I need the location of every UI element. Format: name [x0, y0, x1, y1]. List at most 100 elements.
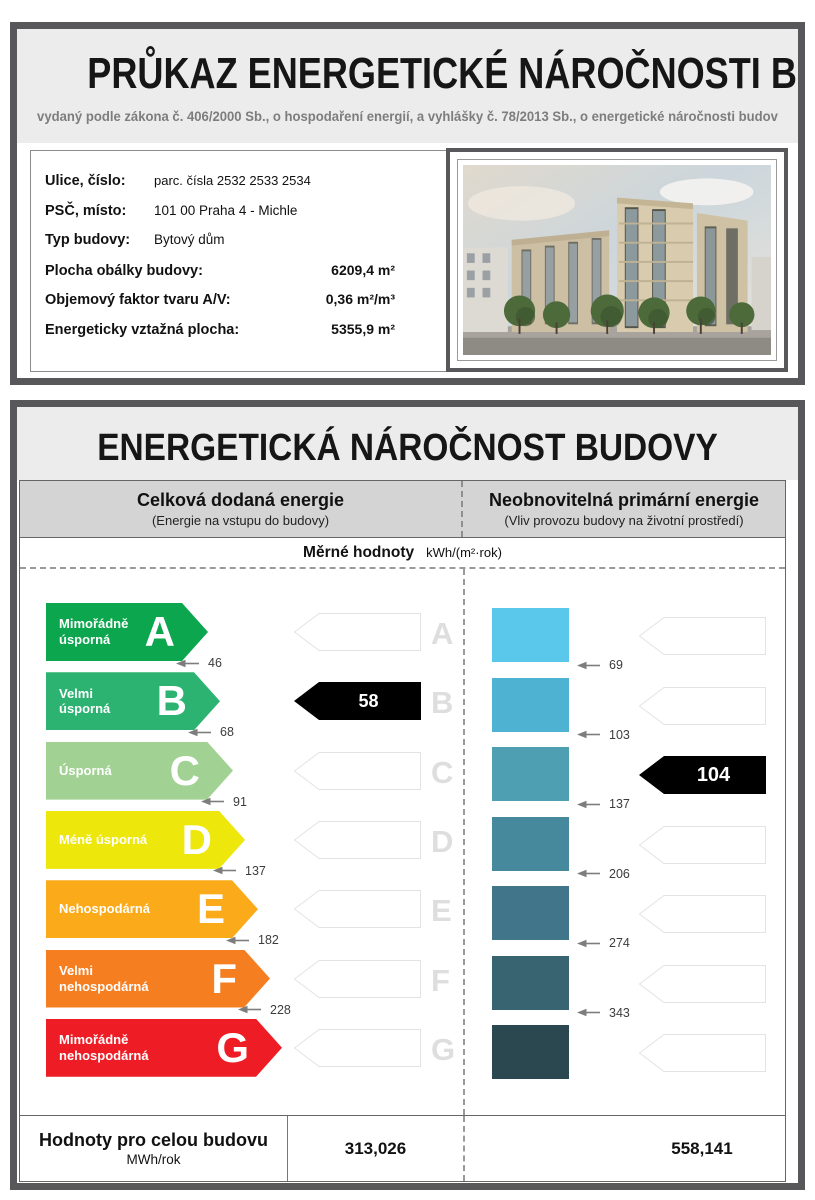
scale-letter-E: E — [431, 893, 452, 929]
scale-letter-G: G — [431, 1031, 456, 1067]
threshold-arrow-icon — [213, 867, 236, 875]
totals-label-cell: Hodnoty pro celou budovu MWh/rok — [20, 1116, 288, 1181]
primary-energy-bar-B — [492, 677, 569, 732]
primary-energy-bar-G — [492, 1025, 569, 1079]
threshold-value: 103 — [609, 727, 630, 742]
certificate-header-box: PRŮKAZ ENERGETICKÉ NÁROČNOSTI BUDOVY vyd… — [10, 22, 805, 385]
column-subtitle: (Vliv provozu budovy na životní prostřed… — [504, 513, 744, 528]
delivered-threshold-68: 68 — [188, 725, 234, 739]
info-label: Objemový faktor tvaru A/V: — [45, 292, 231, 308]
column-subtitle: (Energie na vstupu do budovy) — [151, 513, 330, 528]
scale-letter-F: F — [431, 962, 450, 998]
page-title: PRŮKAZ ENERGETICKÉ NÁROČNOSTI BUDOVY — [87, 49, 798, 98]
class-letter: E — [196, 885, 225, 933]
delivered-slot-F — [293, 959, 421, 998]
delivered-threshold-228: 228 — [238, 1003, 291, 1017]
primary-slot-F — [638, 964, 766, 1003]
scale-letter-A: A — [431, 616, 454, 651]
energy-performance-box: ENERGETICKÁ NÁROČNOST BUDOVY Celková dod… — [10, 400, 805, 1190]
energy-table-header: Celková dodaná energie (Energie na vstup… — [20, 481, 785, 538]
class-name-label: Velmi úsporná — [59, 685, 111, 717]
threshold-value: 274 — [609, 936, 630, 950]
primary-energy-bar-D — [492, 816, 569, 871]
delivered-slot-G — [293, 1028, 421, 1067]
energy-class-arrow-C: Úsporná C — [46, 742, 233, 800]
threshold-arrow-icon — [226, 936, 249, 944]
delivered-slot-A — [293, 613, 421, 651]
info-label: PSČ, místo: — [45, 202, 127, 219]
primary-threshold-137: 137 — [577, 797, 630, 811]
units-label: Měrné hodnoty — [303, 543, 415, 561]
threshold-value: 68 — [220, 725, 234, 740]
threshold-arrow-icon — [577, 1008, 600, 1017]
primary-threshold-206: 206 — [577, 867, 630, 881]
info-row-type: Typ budovy: Bytový dům — [45, 232, 439, 262]
indicator-arrow — [639, 756, 766, 794]
class-letter: F — [211, 954, 237, 1002]
indicator-arrow — [294, 682, 421, 721]
units-row: Měrné hodnoty kWh/(m²·rok) — [20, 538, 785, 569]
energy-class-arrow-D: Méně úsporná D — [46, 811, 245, 869]
building-photo-illustration — [463, 165, 771, 355]
indicator-slot-arrow — [293, 820, 421, 859]
delivered-slot-D — [293, 820, 421, 859]
primary-slot-D — [638, 825, 766, 864]
info-row-street: Ulice, číslo: parc. čísla 2532 2533 2534 — [45, 173, 439, 203]
delivered-energy-indicator: 58 — [294, 682, 421, 721]
totals-delivered-value: 313,026 — [344, 1138, 407, 1158]
energy-table: Celková dodaná energie (Energie na vstup… — [19, 480, 786, 1182]
threshold-arrow-icon — [577, 800, 600, 808]
primary-energy-bar-A — [492, 608, 569, 662]
primary-threshold-69: 69 — [577, 658, 623, 672]
indicator-slot-arrow — [293, 1028, 421, 1067]
threshold-arrow-icon — [577, 869, 600, 878]
energy-class-arrow-E: Nehospodárná E — [46, 880, 258, 938]
threshold-value: 343 — [609, 1005, 630, 1020]
indicator-slot-arrow — [293, 959, 421, 998]
class-letter: G — [216, 1023, 249, 1071]
threshold-value: 69 — [609, 658, 623, 672]
primary-slot-A — [638, 617, 766, 655]
delivered-threshold-182: 182 — [226, 933, 279, 947]
primary-slot-G — [638, 1034, 766, 1072]
info-value: 101 00 Praha 4 - Michle — [154, 202, 298, 218]
class-name-label: Úsporná — [59, 762, 112, 778]
delivered-slot-E — [293, 890, 421, 929]
delivered-slot-C — [293, 751, 421, 790]
info-value: Bytový dům — [154, 232, 225, 247]
certificate-header: PRŮKAZ ENERGETICKÉ NÁROČNOSTI BUDOVY vyd… — [17, 29, 798, 143]
threshold-arrow-icon — [577, 730, 600, 739]
delivered-threshold-137: 137 — [213, 864, 266, 878]
totals-unit: MWh/rok — [126, 1152, 181, 1167]
primary-threshold-274: 274 — [577, 936, 630, 950]
info-row-envelope-area: Plocha obálky budovy: 6209,4 m² — [45, 262, 439, 292]
scale-letter-D: D — [431, 823, 454, 859]
energy-class-arrow-F: Velmi nehospodárná F — [46, 950, 270, 1008]
threshold-value: 137 — [609, 797, 630, 811]
primary-energy-bar-C — [492, 747, 569, 801]
energy-class-arrow-G: Mimořádně nehospodárná G — [46, 1019, 282, 1077]
info-label: Plocha obálky budovy: — [45, 262, 203, 279]
delivered-energy-value: 58 — [358, 690, 379, 711]
info-row-av-factor: Objemový faktor tvaru A/V: 0,36 m²/m³ — [45, 291, 439, 321]
threshold-arrow-icon — [238, 1005, 261, 1014]
scale-letter-C: C — [431, 754, 454, 790]
threshold-value: 182 — [258, 933, 279, 948]
indicator-slot-arrow — [638, 1034, 766, 1072]
info-label: Ulice, číslo: — [45, 173, 126, 189]
column-title: Neobnovitelná primární energie — [488, 490, 760, 510]
info-row-reference-area: Energeticky vztažná plocha: 5355,9 m² — [45, 321, 439, 351]
class-letter: B — [156, 677, 187, 725]
building-info-box: Ulice, číslo: parc. čísla 2532 2533 2534… — [30, 150, 452, 372]
primary-energy-indicator: 104 — [639, 756, 766, 794]
indicator-slot-arrow — [293, 751, 421, 790]
column-title: Celková dodaná energie — [136, 490, 345, 510]
primary-slot-E — [638, 895, 766, 933]
class-letter: C — [169, 746, 200, 794]
info-label: Energeticky vztažná plocha: — [45, 321, 240, 338]
indicator-slot-arrow — [638, 825, 766, 864]
class-name-label: Mimořádně úsporná — [59, 616, 129, 647]
energy-performance-titleband: ENERGETICKÁ NÁROČNOST BUDOVY — [17, 407, 798, 480]
column-divider — [463, 569, 465, 1115]
